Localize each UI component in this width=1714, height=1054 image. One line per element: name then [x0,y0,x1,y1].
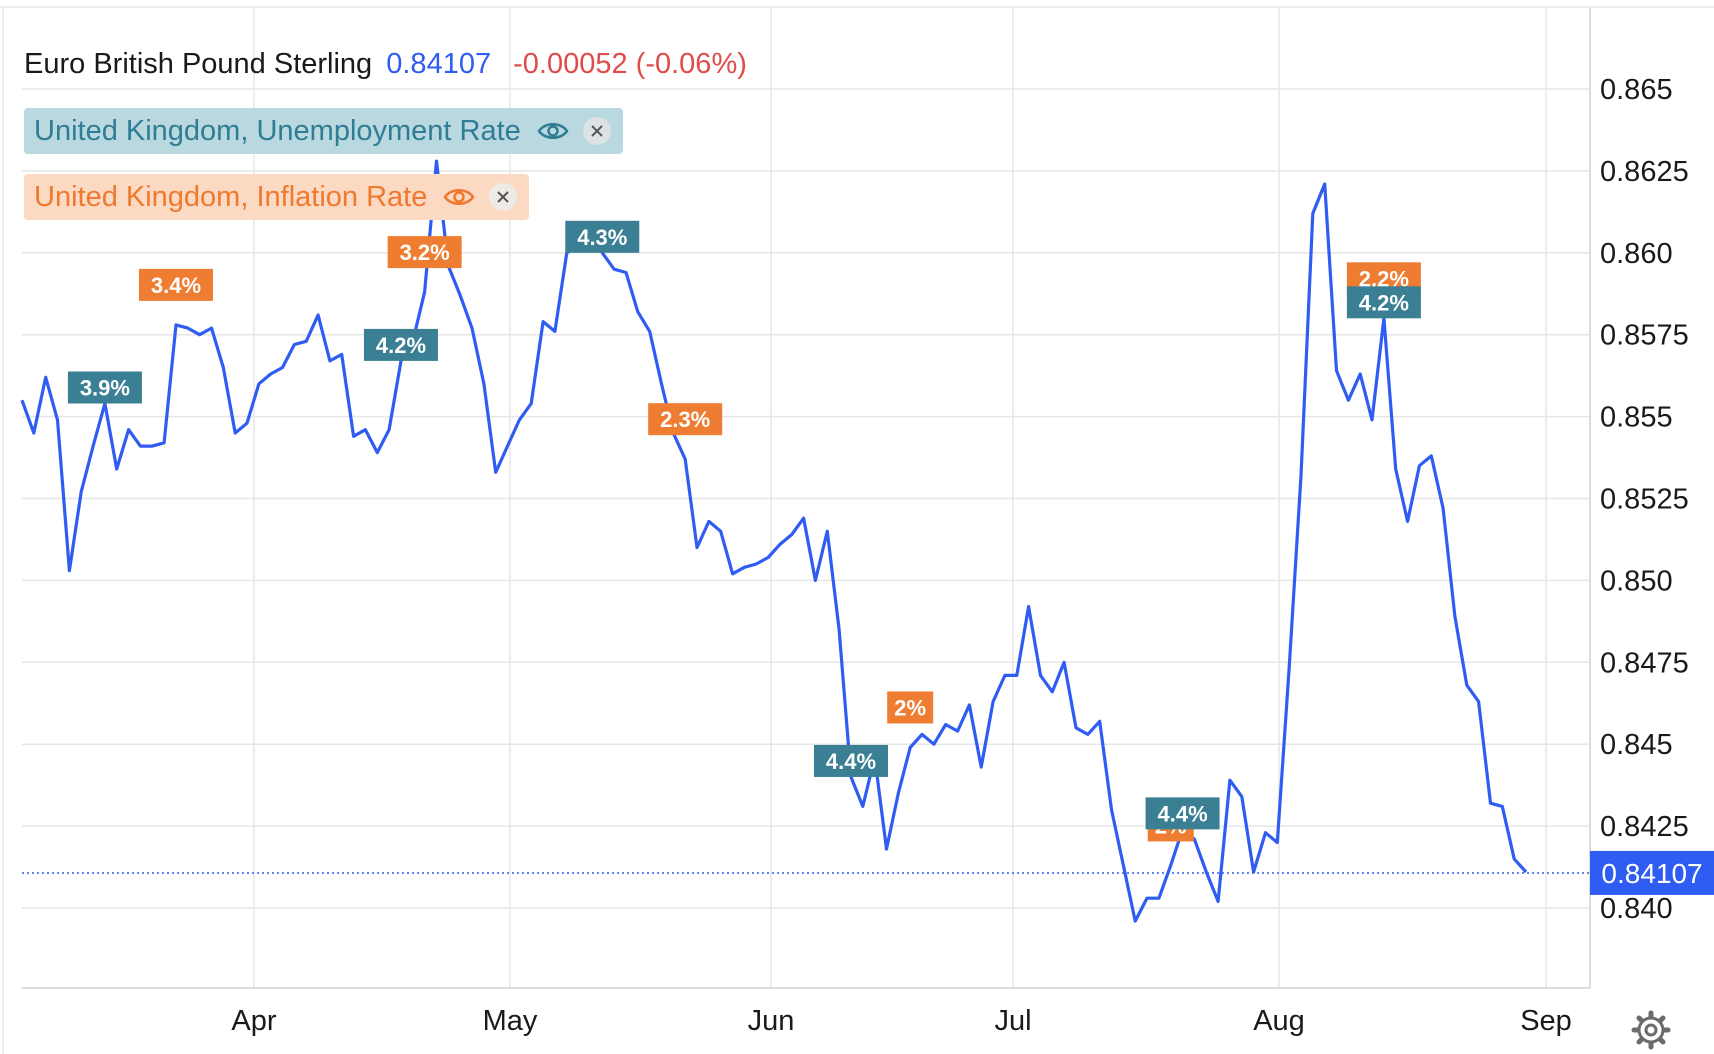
overlay-unemployment-rate[interactable]: United Kingdom, Unemployment Rate [24,108,623,154]
event-marker-box [565,220,640,253]
x-tick-label: Aug [1253,1005,1305,1037]
event-marker-box [363,328,438,361]
event-marker-label: 2% [894,695,926,720]
x-tick-label: Jun [748,1005,795,1037]
chart-axes: 0.840 0.8425 0.845 0.8475 0.850 0.8525 0.855 0.… [2,8,1689,1054]
instrument-name: Euro British Pound Sterling [24,48,373,80]
event-marker-unemployment: 4.4% [1145,797,1220,830]
event-marker-inflation: 3.2% [387,236,462,269]
overlay-label: United Kingdom, Inflation Rate [34,180,428,213]
y-tick-label: 0.855 [1600,402,1673,434]
y-tick-label: 0.845 [1600,729,1673,761]
y-tick-label: 0.840 [1600,893,1673,925]
x-tick-label: Jul [994,1005,1031,1037]
last-price-tag-group: 0.84107 [22,850,1714,895]
event-marker-label: 4.3% [577,225,627,250]
gear-icon[interactable] [1631,1010,1671,1050]
event-marker-label: 3.9% [80,375,130,400]
event-marker-label: 3.2% [400,240,450,265]
y-tick-label: 0.850 [1600,565,1673,597]
y-tick-label: 0.8625 [1600,156,1689,188]
y-tick-label: 0.8575 [1600,320,1689,352]
y-tick-label: 0.8475 [1600,647,1689,679]
x-tick-label: May [483,1005,538,1037]
event-marker-label: 4.4% [1157,801,1207,826]
event-marker-inflation: 2.3% [648,403,723,436]
x-tick-label: Apr [231,1005,276,1037]
close-icon[interactable] [582,117,611,145]
instrument-header: Euro British Pound Sterling 0.84107 -0.0… [24,48,747,81]
event-marker-box [138,268,213,301]
instrument-change: -0.00052 (-0.06%) [513,48,747,80]
event-marker-box [648,403,723,436]
event-marker-box [1346,286,1421,319]
event-markers: 3.9%3.4%4.2%3.2%4.3%2.3%4.4%2%2%4.4%2.2%… [67,220,1421,842]
event-marker-box [887,691,934,724]
y-tick-label: 0.8425 [1600,811,1689,843]
event-marker-box [67,371,142,404]
price-series [20,159,1528,923]
event-marker-unemployment: 4.2% [1346,286,1421,319]
last-price-tag [1590,850,1714,895]
event-marker-unemployment: 4.2% [363,328,438,361]
chart-grid [0,6,1714,988]
overlay-inflation-rate[interactable]: United Kingdom, Inflation Rate [24,174,530,220]
price-line [20,159,1528,923]
event-marker-box [1145,797,1220,830]
y-tick-label: 0.865 [1600,74,1673,106]
event-marker-box [387,236,462,269]
event-marker-inflation: 2% [887,691,934,724]
event-marker-inflation: 3.4% [138,268,213,301]
event-marker-box [813,744,888,777]
event-marker-unemployment: 3.9% [67,371,142,404]
instrument-price: 0.84107 [386,48,492,80]
event-marker-label: 4.2% [376,333,426,358]
last-price-label: 0.84107 [1601,858,1702,889]
eye-icon[interactable] [537,120,569,142]
event-marker-label: 4.4% [826,749,876,774]
event-marker-label: 3.4% [151,273,201,298]
event-marker-unemployment: 4.4% [813,744,888,777]
y-tick-label: 0.8525 [1600,484,1689,516]
event-marker-unemployment: 4.3% [565,220,640,253]
x-tick-label: Sep [1520,1005,1572,1037]
y-tick-label: 0.860 [1600,238,1673,270]
event-marker-label: 4.2% [1359,290,1409,315]
overlay-label: United Kingdom, Unemployment Rate [34,114,521,147]
eye-icon[interactable] [443,186,475,208]
close-icon[interactable] [489,183,518,211]
event-marker-label: 2.3% [660,407,710,432]
